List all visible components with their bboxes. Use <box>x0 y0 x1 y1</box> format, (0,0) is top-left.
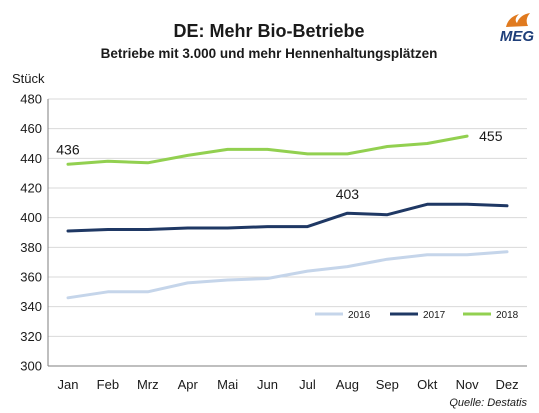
logo-text: MEG <box>500 28 535 45</box>
y-tick-label: 480 <box>20 92 42 107</box>
x-tick-label: Feb <box>97 377 119 392</box>
series-line-2018 <box>66 134 469 166</box>
y-tick-label: 420 <box>20 181 42 196</box>
x-tick-label: Nov <box>456 377 480 392</box>
legend-label: 2018 <box>496 310 519 321</box>
source-note: Quelle: Destatis <box>449 397 527 409</box>
x-tick-label: Mrz <box>137 377 159 392</box>
y-tick-label: 340 <box>20 299 42 314</box>
x-tick-label: Aug <box>336 377 359 392</box>
y-tick-label: 320 <box>20 329 42 344</box>
chart-title: DE: Mehr Bio-Betriebe <box>173 21 364 41</box>
chart-subtitle: Betriebe mit 3.000 und mehr Hennenhaltun… <box>101 46 438 61</box>
legend: 2016 2017 2018 <box>315 310 519 321</box>
x-tick-label: Jan <box>57 377 78 392</box>
x-tick-labels: Jan Feb Mrz Apr Mai Jun Jul Aug Sep Okt Nov Dez <box>57 377 518 392</box>
y-tick-label: 440 <box>20 151 42 166</box>
x-tick-label: Sep <box>376 377 399 392</box>
grid-lines <box>47 98 527 367</box>
x-tick-label: Okt <box>417 377 438 392</box>
y-tick-label: 380 <box>20 240 42 255</box>
data-annotations: 436 403 455 <box>56 128 502 202</box>
y-tick-label: 460 <box>20 121 42 136</box>
x-tick-label: Apr <box>178 377 199 392</box>
x-tick-label: Jun <box>257 377 278 392</box>
data-label: 455 <box>479 128 503 144</box>
series-line-2017 <box>66 202 509 233</box>
series-line-2016 <box>66 250 509 300</box>
y-axis-label: Stück <box>12 71 45 86</box>
y-tick-label: 360 <box>20 270 42 285</box>
legend-label: 2016 <box>348 310 371 321</box>
x-tick-label: Jul <box>299 377 316 392</box>
legend-label: 2017 <box>423 310 446 321</box>
x-tick-label: Dez <box>495 377 518 392</box>
logo-flame-icon <box>506 13 530 27</box>
y-tick-label: 400 <box>20 210 42 225</box>
y-tick-labels: 300 320 340 360 380 400 420 440 460 480 <box>20 92 42 374</box>
meg-logo: MEG <box>500 13 535 45</box>
y-tick-label: 300 <box>20 359 42 374</box>
data-label: 403 <box>336 186 360 202</box>
data-label: 436 <box>56 141 80 157</box>
x-tick-label: Mai <box>217 377 238 392</box>
series-lines <box>66 134 509 300</box>
